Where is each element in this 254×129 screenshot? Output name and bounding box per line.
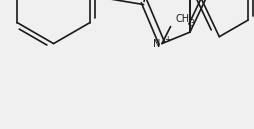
Text: N: N bbox=[153, 39, 160, 49]
Text: CH: CH bbox=[174, 14, 188, 24]
Text: +: + bbox=[163, 35, 170, 44]
Text: 3: 3 bbox=[188, 19, 193, 29]
